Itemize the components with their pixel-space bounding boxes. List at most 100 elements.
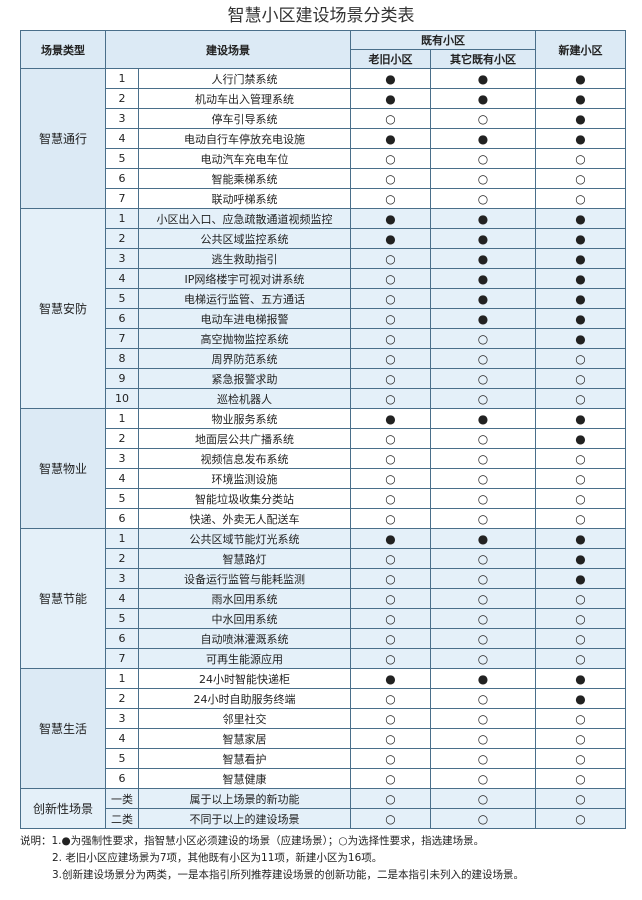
table-row: 2 智慧路灯 ○ ○ ● (21, 548, 626, 569)
table-row: 创新性场景 一类 属于以上场景的新功能 ○ ○ ○ (20, 788, 626, 829)
number-cell: 4 (105, 728, 139, 749)
number-cell: 7 (105, 648, 139, 669)
mark-cell: ○ (430, 748, 536, 769)
number-cell: 3 (105, 248, 139, 269)
mark-cell: ● (430, 88, 536, 109)
mark-cell: ● (430, 228, 536, 249)
table-row: 7 可再生能源应用 ○ ○ ○ (21, 648, 626, 669)
mark-cell: ○ (430, 168, 536, 189)
mark-cell: ○ (350, 248, 431, 269)
scene-cell: 公共区域监控系统 (138, 228, 351, 249)
table-row: 7 高空抛物监控系统 ○ ○ ● (21, 328, 626, 349)
scene-cell: 雨水回用系统 (138, 588, 351, 609)
table-row: 智慧生活 1 24小时智能快递柜 ● ● ● (20, 668, 626, 789)
mark-cell: ● (535, 568, 626, 589)
mark-cell: ○ (350, 348, 431, 369)
notes: 说明：1.●为强制性要求，指智慧小区必须建设的场景（应建场景）；○为选择性要求，… (20, 833, 642, 884)
scene-cell: 智慧健康 (138, 768, 351, 789)
table-row: 5 电梯运行监管、五方通话 ○ ● ● (21, 288, 626, 309)
mark-cell: ○ (430, 488, 536, 509)
mark-cell: ● (535, 668, 626, 689)
scene-cell: 设备运行监管与能耗监测 (138, 568, 351, 589)
header-cell: 老旧小区 (350, 49, 431, 69)
number-cell: 1 (105, 208, 139, 229)
scene-cell: 自动喷淋灌溉系统 (138, 628, 351, 649)
mark-cell: ○ (350, 168, 431, 189)
table-row: 智慧通行 1 人行门禁系统 ● ● ● (20, 68, 626, 209)
table-row: 8 周界防范系统 ○ ○ ○ (21, 348, 626, 369)
mark-cell: ○ (535, 708, 626, 729)
table-row: 3 逃生救助指引 ○ ● ● (21, 248, 626, 269)
number-cell: 5 (105, 148, 139, 169)
mark-cell: ● (430, 208, 536, 229)
mark-cell: ○ (350, 788, 431, 809)
table-row: 3 邻里社交 ○ ○ ○ (21, 708, 626, 729)
table-row: 6 电动车进电梯报警 ○ ● ● (21, 308, 626, 329)
mark-cell: ○ (430, 568, 536, 589)
mark-cell: ○ (535, 468, 626, 489)
scene-cell: 地面层公共广播系统 (138, 428, 351, 449)
mark-cell: ○ (535, 448, 626, 469)
mark-cell: ● (535, 408, 626, 429)
mark-cell: ○ (350, 368, 431, 389)
number-cell: 2 (105, 548, 139, 569)
mark-cell: ○ (350, 608, 431, 629)
scene-cell: 24小时自助服务终端 (138, 688, 351, 709)
number-cell: 5 (105, 288, 139, 309)
number-cell: 1 (105, 408, 139, 429)
mark-cell: ● (535, 268, 626, 289)
mark-cell: ○ (535, 628, 626, 649)
number-cell: 6 (105, 308, 139, 329)
number-cell: 7 (105, 188, 139, 209)
number-cell: 10 (105, 388, 139, 409)
table-row: 4 电动自行车停放充电设施 ● ● ● (21, 128, 626, 149)
mark-cell: ○ (430, 448, 536, 469)
mark-cell: ○ (535, 148, 626, 169)
mark-cell: ● (535, 108, 626, 129)
table-row: 2 机动车出入管理系统 ● ● ● (21, 88, 626, 109)
mark-cell: ● (535, 328, 626, 349)
number-cell: 5 (105, 608, 139, 629)
table-row: 9 紧急报警求助 ○ ○ ○ (21, 368, 626, 389)
number-cell: 8 (105, 348, 139, 369)
mark-cell: ● (430, 528, 536, 549)
mark-cell: ○ (430, 508, 536, 529)
mark-cell: ○ (430, 328, 536, 349)
mark-cell: ○ (350, 768, 431, 789)
mark-cell: ○ (430, 548, 536, 569)
mark-cell: ○ (430, 348, 536, 369)
mark-cell: ● (430, 128, 536, 149)
mark-cell: ○ (430, 588, 536, 609)
table-row: 6 自动喷淋灌溉系统 ○ ○ ○ (21, 628, 626, 649)
mark-cell: ● (535, 688, 626, 709)
table-row: 2 地面层公共广播系统 ○ ○ ● (21, 428, 626, 449)
mark-cell: ○ (430, 768, 536, 789)
scene-cell: 智能乘梯系统 (138, 168, 351, 189)
mark-cell: ● (350, 128, 431, 149)
mark-cell: ○ (430, 648, 536, 669)
mark-cell: ○ (535, 728, 626, 749)
number-cell: 4 (105, 468, 139, 489)
table-row: 5 电动汽车充电车位 ○ ○ ○ (21, 148, 626, 169)
scene-cell: 电动汽车充电车位 (138, 148, 351, 169)
mark-cell: ● (350, 208, 431, 229)
mark-cell: ○ (535, 388, 626, 409)
number-cell: 2 (105, 688, 139, 709)
table-row: 二类 不同于以上的建设场景 ○ ○ ○ (21, 808, 626, 829)
mark-cell: ○ (350, 508, 431, 529)
mark-cell: ○ (350, 568, 431, 589)
mark-cell: ○ (350, 548, 431, 569)
scene-cell: 智慧路灯 (138, 548, 351, 569)
number-cell: 2 (105, 88, 139, 109)
number-cell: 3 (105, 108, 139, 129)
mark-cell: ○ (350, 468, 431, 489)
table-row: 2 公共区域监控系统 ● ● ● (21, 228, 626, 249)
scene-cell: 公共区域节能灯光系统 (138, 528, 351, 549)
mark-cell: ○ (430, 368, 536, 389)
number-cell: 6 (105, 168, 139, 189)
mark-cell: ○ (430, 728, 536, 749)
scene-cell: 机动车出入管理系统 (138, 88, 351, 109)
mark-cell: ○ (350, 808, 431, 829)
scene-cell: 物业服务系统 (138, 408, 351, 429)
table-row: 6 智能乘梯系统 ○ ○ ○ (21, 168, 626, 189)
